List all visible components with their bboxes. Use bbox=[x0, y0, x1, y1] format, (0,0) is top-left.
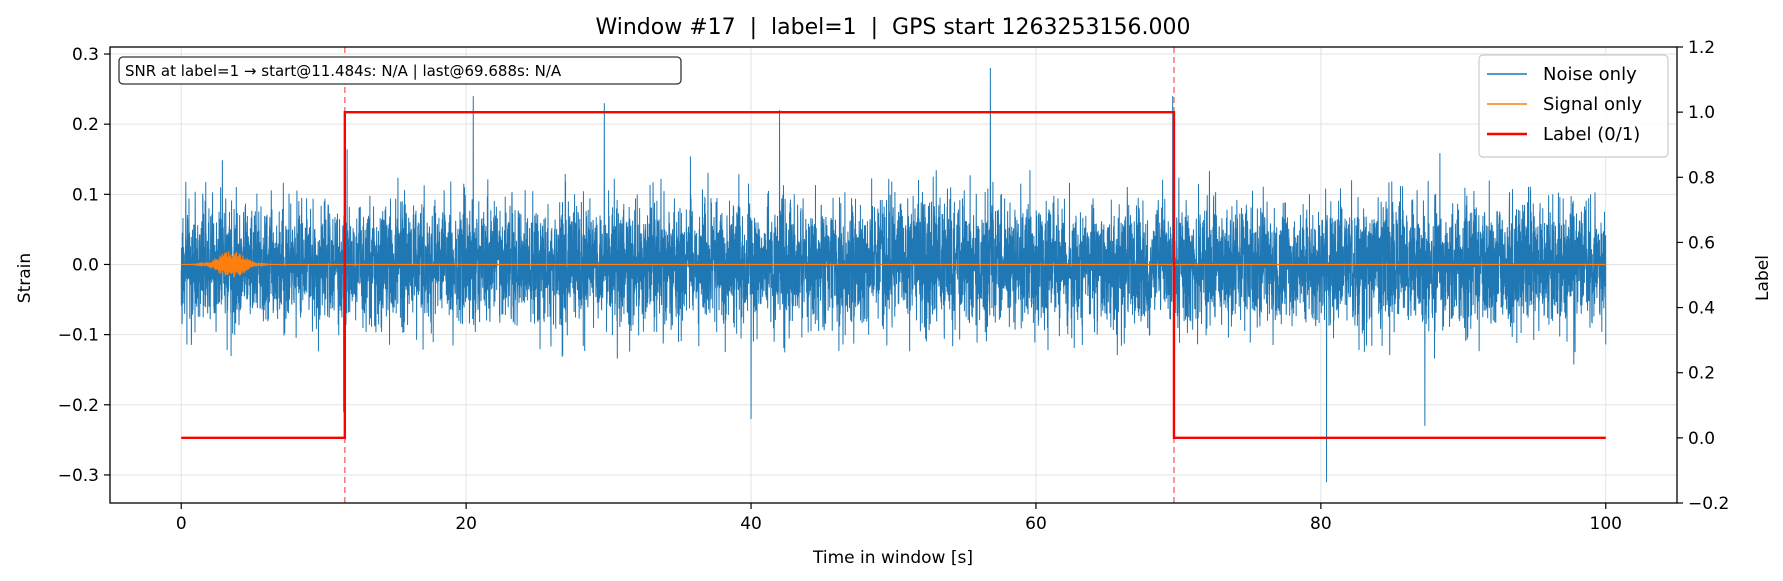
plot-frame bbox=[109, 46, 1678, 504]
x-tick-label: 40 bbox=[740, 514, 762, 534]
y-axis-ticks: −0.3 −0.2 −0.1 0.0 0.1 0.2 0.3 bbox=[58, 45, 110, 486]
y2-tick-label: 0.8 bbox=[1688, 168, 1715, 188]
x-axis-ticks: 0 20 40 60 80 100 bbox=[176, 503, 1622, 534]
y-tick-label: −0.2 bbox=[58, 396, 99, 416]
y2-tick-label: 0.6 bbox=[1688, 233, 1715, 253]
legend-label-label: Label (0/1) bbox=[1543, 124, 1640, 145]
y-tick-label: 0.2 bbox=[72, 115, 99, 135]
y-axis-label: Strain bbox=[15, 253, 35, 303]
signal-series bbox=[181, 251, 1606, 278]
x-tick-label: 100 bbox=[1590, 514, 1622, 534]
signal-line bbox=[181, 251, 1606, 278]
y2-tick-label: −0.2 bbox=[1688, 494, 1729, 514]
y2-axis-label: Label bbox=[1753, 255, 1773, 301]
noise-series bbox=[180, 68, 1607, 482]
y2-tick-label: 0.0 bbox=[1688, 429, 1715, 449]
y-tick-label: 0.0 bbox=[72, 255, 99, 275]
y2-axis-ticks: −0.2 0.0 0.2 0.4 0.6 0.8 1.0 1.2 bbox=[1677, 38, 1729, 514]
label-step-line bbox=[181, 110, 1606, 440]
x-tick-label: 60 bbox=[1025, 514, 1047, 534]
x-tick-label: 0 bbox=[176, 514, 187, 534]
legend-label-signal: Signal only bbox=[1543, 94, 1642, 115]
y2-tick-label: 1.0 bbox=[1688, 103, 1715, 123]
x-axis-label: Time in window [s] bbox=[812, 548, 973, 568]
y-tick-label: −0.1 bbox=[58, 326, 99, 346]
y-tick-label: 0.1 bbox=[72, 185, 99, 205]
legend: Noise only Signal only Label (0/1) bbox=[1478, 54, 1669, 158]
annotation-text: SNR at label=1 → start@11.484s: N/A | la… bbox=[125, 62, 562, 80]
annotation-box: SNR at label=1 → start@11.484s: N/A | la… bbox=[118, 56, 682, 85]
y-tick-label: 0.3 bbox=[72, 45, 99, 65]
x-tick-label: 20 bbox=[455, 514, 477, 534]
x-tick-label: 80 bbox=[1310, 514, 1332, 534]
y2-tick-label: 1.2 bbox=[1688, 38, 1715, 58]
y-tick-label: −0.3 bbox=[58, 466, 99, 486]
legend-label-noise: Noise only bbox=[1543, 64, 1637, 85]
chart-title: Window #17 | label=1 | GPS start 1263253… bbox=[595, 15, 1190, 40]
label-series bbox=[181, 110, 1606, 440]
y2-tick-label: 0.4 bbox=[1688, 299, 1715, 319]
noise-line bbox=[180, 68, 1607, 482]
y2-tick-label: 0.2 bbox=[1688, 364, 1715, 384]
